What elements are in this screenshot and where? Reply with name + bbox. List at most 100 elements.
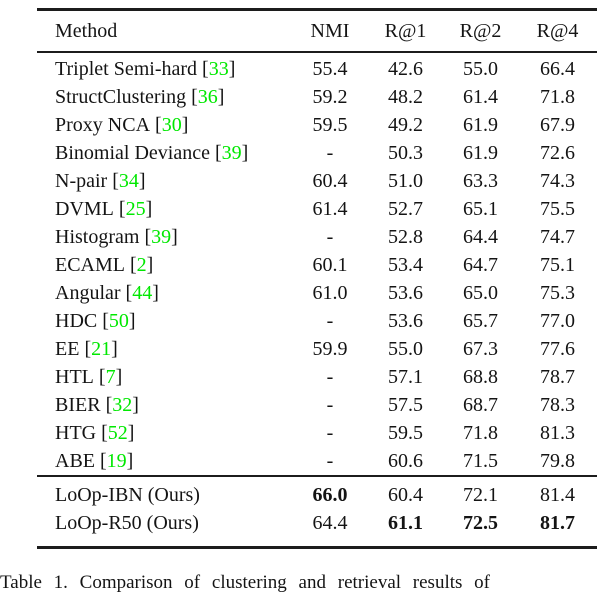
citation-bracket: ] <box>146 254 154 276</box>
citation-number[interactable]: 50 <box>108 310 129 332</box>
table-row: DVML [25] 61.4 52.7 65.1 75.5 <box>37 195 597 223</box>
nmi-value: - <box>326 450 334 472</box>
table-row: HTG [52] - 59.5 71.8 81.3 <box>37 419 597 447</box>
r1-value: 53.6 <box>388 282 423 304</box>
table-row: Proxy NCA [30] 59.5 49.2 61.9 67.9 <box>37 111 597 139</box>
table-row: ECAML [2] 60.1 53.4 64.7 75.1 <box>37 251 597 279</box>
citation-bracket: ] <box>145 198 153 220</box>
method-name: N-pair <box>55 170 108 192</box>
r1-value: 57.1 <box>388 366 423 388</box>
citation: [21] <box>84 338 117 360</box>
citation: [19] <box>100 450 133 472</box>
r2-value: 71.5 <box>463 450 498 472</box>
method-name: Histogram <box>55 226 140 248</box>
citation: [39] <box>215 142 248 164</box>
citation-number[interactable]: 7 <box>105 366 116 388</box>
table-caption: Table 1. Comparison of clustering and re… <box>0 572 490 593</box>
citation-number[interactable]: 30 <box>161 114 182 136</box>
citation-bracket: [ <box>112 170 119 192</box>
r1-value: 57.5 <box>388 394 423 416</box>
method-name: Triplet Semi-hard <box>55 58 198 80</box>
r2-value: 61.4 <box>463 86 498 108</box>
header-method: Method <box>37 9 292 53</box>
method-name: HDC <box>55 310 98 332</box>
method-name: ECAML <box>55 254 125 276</box>
r1-value: 42.6 <box>388 58 423 80</box>
nmi-value: - <box>326 422 334 444</box>
method-name: BIER <box>55 394 101 416</box>
nmi-value: 61.4 <box>312 198 348 220</box>
r2-value: 55.0 <box>463 58 498 80</box>
citation: [32] <box>106 394 139 416</box>
r4-value: 77.6 <box>540 338 575 360</box>
citation: [25] <box>119 198 152 220</box>
results-table: Method NMI R@1 R@2 R@4 Triplet Semi-hard… <box>37 8 597 549</box>
citation-number[interactable]: 2 <box>136 254 147 276</box>
r4-value: 81.3 <box>540 422 575 444</box>
nmi-value: - <box>326 394 334 416</box>
table-row: Histogram [39] - 52.8 64.4 74.7 <box>37 223 597 251</box>
method-name: Binomial Deviance <box>55 142 210 164</box>
r2-value: 61.9 <box>463 114 498 136</box>
citation-number[interactable]: 52 <box>107 422 128 444</box>
table-row: Angular [44] 61.0 53.6 65.0 75.3 <box>37 279 597 307</box>
r1-value: 48.2 <box>388 86 423 108</box>
nmi-value: 59.2 <box>312 86 348 108</box>
citation-number[interactable]: 39 <box>221 142 242 164</box>
citation-bracket: ] <box>126 450 134 472</box>
nmi-value: 55.4 <box>312 58 348 80</box>
citation-number[interactable]: 33 <box>208 58 229 80</box>
r4-value: 67.9 <box>540 114 575 136</box>
citation-number[interactable]: 44 <box>132 282 153 304</box>
r4-value: 78.7 <box>540 366 575 388</box>
citation-bracket: ] <box>115 366 123 388</box>
citation-number[interactable]: 19 <box>106 450 127 472</box>
results-table-container: Method NMI R@1 R@2 R@4 Triplet Semi-hard… <box>37 8 597 549</box>
r2-value: 65.0 <box>463 282 498 304</box>
citation: [2] <box>130 254 153 276</box>
r2-value: 64.4 <box>463 226 498 248</box>
r4-value: 79.8 <box>540 450 575 472</box>
method-name: HTL <box>55 366 94 388</box>
table-row: N-pair [34] 60.4 51.0 63.3 74.3 <box>37 167 597 195</box>
nmi-value: - <box>326 142 334 164</box>
nmi-value: - <box>326 310 334 332</box>
header-nmi: NMI <box>292 9 368 53</box>
table-row: Triplet Semi-hard [33] 55.4 42.6 55.0 66.… <box>37 52 597 83</box>
r1-value: 52.8 <box>388 226 423 248</box>
nmi-value: 64.4 <box>312 512 348 534</box>
table-row: EE [21] 59.9 55.0 67.3 77.6 <box>37 335 597 363</box>
citation-number[interactable]: 21 <box>91 338 112 360</box>
citation-bracket: [ <box>98 366 106 388</box>
r2-value: 72.5 <box>463 512 498 534</box>
table-header: Method NMI R@1 R@2 R@4 <box>37 9 597 53</box>
r4-value: 75.5 <box>540 198 575 220</box>
table-row: ABE [19] - 60.6 71.5 79.8 <box>37 447 597 476</box>
citation-bracket: [ <box>102 310 109 332</box>
r4-value: 75.1 <box>540 254 575 276</box>
nmi-value: 61.0 <box>312 282 348 304</box>
citation-number[interactable]: 39 <box>151 226 172 248</box>
r2-value: 64.7 <box>463 254 498 276</box>
r1-value: 49.2 <box>388 114 423 136</box>
r4-value: 72.6 <box>540 142 575 164</box>
citation-bracket: ] <box>111 338 118 360</box>
r1-value: 60.6 <box>388 450 423 472</box>
citation-number[interactable]: 36 <box>197 86 218 108</box>
r1-value: 61.1 <box>388 512 423 534</box>
citation-number[interactable]: 34 <box>118 170 139 192</box>
r1-value: 51.0 <box>388 170 423 192</box>
citation: [30] <box>155 114 188 136</box>
method-name: LoOp-R50 (Ours) <box>55 512 199 534</box>
citation-bracket: ] <box>128 310 136 332</box>
citation-number[interactable]: 25 <box>125 198 146 220</box>
nmi-value: 60.1 <box>312 254 348 276</box>
r4-value: 81.4 <box>518 475 597 509</box>
citation-bracket: ] <box>138 170 146 192</box>
nmi-value: 59.9 <box>312 338 348 360</box>
citation-number[interactable]: 32 <box>112 394 133 416</box>
r1-value: 53.6 <box>388 310 423 332</box>
citation-bracket: [ <box>100 450 107 472</box>
table-row: BIER [32] - 57.5 68.7 78.3 <box>37 391 597 419</box>
r4-value: 78.3 <box>540 394 575 416</box>
